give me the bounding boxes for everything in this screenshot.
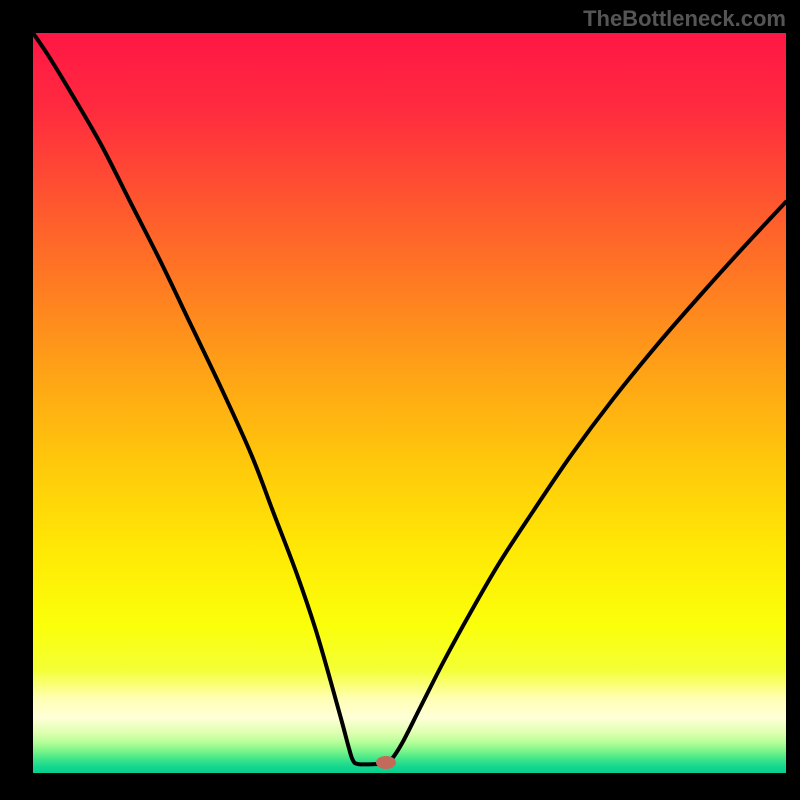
bottleneck-curve: [33, 33, 786, 773]
watermark-text: TheBottleneck.com: [583, 6, 786, 32]
optimal-point-marker: [376, 756, 396, 769]
plot-area: [33, 33, 786, 773]
chart-stage: TheBottleneck.com: [0, 0, 800, 800]
